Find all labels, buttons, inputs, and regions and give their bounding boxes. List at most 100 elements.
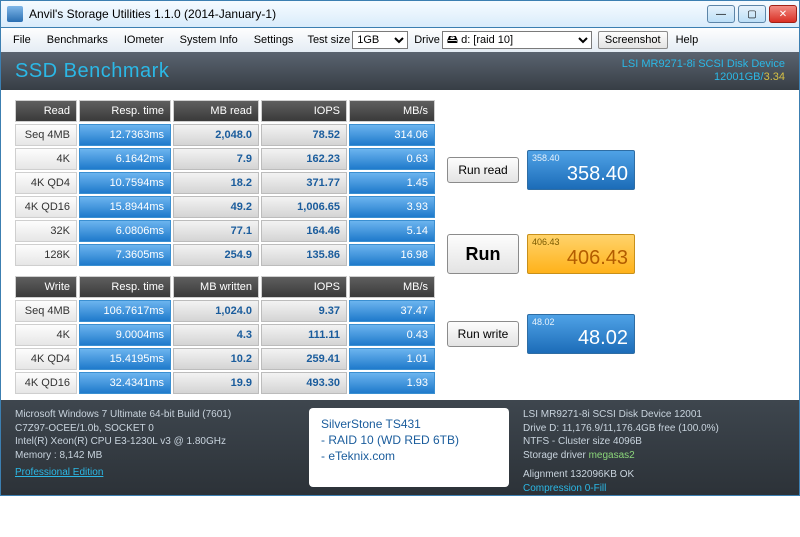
resp-time-cell: 7.3605ms [79,244,171,266]
run-button[interactable]: Run [447,234,519,274]
mb-cell: 2,048.0 [173,124,259,146]
row-label: 4K QD16 [15,372,77,394]
storage-driver-value: megasas2 [589,450,635,461]
menu-benchmarks[interactable]: Benchmarks [39,30,116,50]
device-size: 12001GB/ [714,71,764,83]
alignment-info: Alignment 132096KB OK [523,468,785,482]
col-header: IOPS [261,100,347,122]
mbs-cell: 1.01 [349,348,435,370]
row-label: 4K [15,148,77,170]
device-info: LSI MR9271-8i SCSI Disk Device 12001GB/3… [622,58,785,83]
edition-link[interactable]: Professional Edition [15,466,295,480]
app-icon [7,6,23,22]
compression-link[interactable]: Compression 0-Fill [523,482,785,496]
resp-time-cell: 9.0004ms [79,324,171,346]
mb-cell: 19.9 [173,372,259,394]
total-score: 406.43 [567,247,628,270]
benchmark-title: SSD Benchmark [15,60,169,83]
iops-cell: 162.23 [261,148,347,170]
col-header: MB written [173,276,259,298]
window-title: Anvil's Storage Utilities 1.1.0 (2014-Ja… [29,7,707,21]
minimize-button[interactable]: — [707,5,735,23]
col-header: IOPS [261,276,347,298]
read-score-tag: 358.40 [532,153,560,163]
maximize-button[interactable]: ▢ [738,5,766,23]
motherboard-info: C7Z97-OCEE/1.0b, SOCKET 0 [15,422,295,436]
mb-cell: 7.9 [173,148,259,170]
screenshot-button[interactable]: Screenshot [598,31,668,49]
iops-cell: 259.41 [261,348,347,370]
drive-fs: NTFS - Cluster size 4096B [523,435,785,449]
cpu-info: Intel(R) Xeon(R) CPU E3-1230L v3 @ 1.80G… [15,435,295,449]
iops-cell: 135.86 [261,244,347,266]
resp-time-cell: 12.7363ms [79,124,171,146]
col-header: Read [15,100,77,122]
col-header: MB read [173,100,259,122]
iops-cell: 493.30 [261,372,347,394]
drive-info-block: LSI MR9271-8i SCSI Disk Device 12001 Dri… [523,408,785,487]
drive-device: LSI MR9271-8i SCSI Disk Device 12001 [523,408,785,422]
mbs-cell: 3.93 [349,196,435,218]
resp-time-cell: 32.4341ms [79,372,171,394]
mb-cell: 77.1 [173,220,259,242]
write-table: WriteResp. timeMB writtenIOPSMB/sSeq 4MB… [13,274,437,396]
resp-time-cell: 6.0806ms [79,220,171,242]
resp-time-cell: 15.4195ms [79,348,171,370]
mb-cell: 49.2 [173,196,259,218]
row-label: 4K QD4 [15,172,77,194]
mbs-cell: 0.63 [349,148,435,170]
iops-cell: 9.37 [261,300,347,322]
read-score: 358.40 [567,163,628,186]
test-size-select[interactable]: 1GB [352,31,408,49]
mbs-cell: 1.93 [349,372,435,394]
row-label: 4K QD16 [15,196,77,218]
mbs-cell: 37.47 [349,300,435,322]
row-label: 32K [15,220,77,242]
row-label: 4K [15,324,77,346]
drive-select[interactable]: 🖴 d: [raid 10] [442,31,592,49]
iops-cell: 371.77 [261,172,347,194]
mb-cell: 4.3 [173,324,259,346]
test-size-label: Test size [301,34,352,46]
col-header: Resp. time [79,276,171,298]
run-read-button[interactable]: Run read [447,157,519,183]
iops-cell: 111.11 [261,324,347,346]
close-button[interactable]: ✕ [769,5,797,23]
mbs-cell: 16.98 [349,244,435,266]
mb-cell: 254.9 [173,244,259,266]
mbs-cell: 0.43 [349,324,435,346]
mb-cell: 18.2 [173,172,259,194]
read-score-box: 358.40 358.40 [527,150,635,190]
drive-free: Drive D: 11,176.9/11,176.4GB free (100.0… [523,422,785,436]
side-column: Run read 358.40 358.40 Run 406.43 406.43… [447,98,635,354]
row-label: 4K QD4 [15,348,77,370]
note-line-1: SilverStone TS431 [321,416,497,432]
row-label: 128K [15,244,77,266]
menu-iometer[interactable]: IOmeter [116,30,172,50]
device-name: LSI MR9271-8i SCSI Disk Device [622,58,785,71]
read-table: ReadResp. timeMB readIOPSMB/sSeq 4MB12.7… [13,98,437,268]
col-header: Resp. time [79,100,171,122]
menu-file[interactable]: File [5,30,39,50]
menu-settings[interactable]: Settings [246,30,302,50]
menu-system-info[interactable]: System Info [172,30,246,50]
run-write-button[interactable]: Run write [447,321,519,347]
resp-time-cell: 106.7617ms [79,300,171,322]
resp-time-cell: 15.8944ms [79,196,171,218]
iops-cell: 164.46 [261,220,347,242]
write-score-tag: 48.02 [532,317,555,327]
memory-info: Memory : 8,142 MB [15,449,295,463]
header-bar: SSD Benchmark LSI MR9271-8i SCSI Disk De… [0,52,800,90]
content-area: ReadResp. timeMB readIOPSMB/sSeq 4MB12.7… [0,90,800,400]
menu-help[interactable]: Help [668,30,707,50]
mbs-cell: 5.14 [349,220,435,242]
col-header: Write [15,276,77,298]
iops-cell: 78.52 [261,124,347,146]
drive-label: Drive [408,34,442,46]
note-box: SilverStone TS431 - RAID 10 (WD RED 6TB)… [309,408,509,487]
footer: Microsoft Windows 7 Ultimate 64-bit Buil… [0,400,800,496]
storage-driver-label: Storage driver [523,450,589,461]
col-header: MB/s [349,276,435,298]
total-score-box: 406.43 406.43 [527,234,635,274]
resp-time-cell: 10.7594ms [79,172,171,194]
